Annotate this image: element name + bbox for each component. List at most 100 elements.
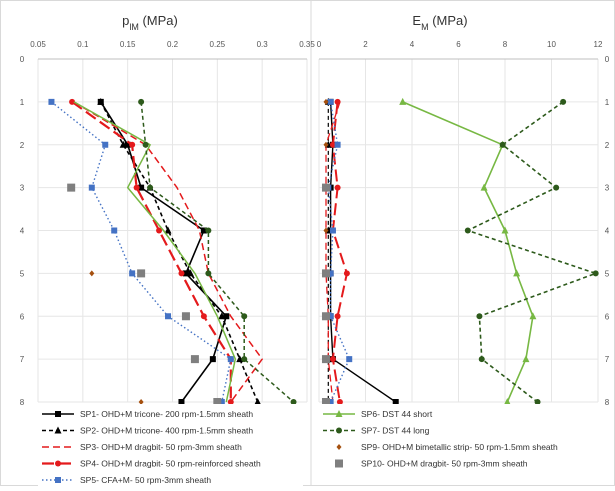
legend-marker: [55, 460, 61, 467]
legend-item: SP7- DST 44 long: [323, 426, 430, 436]
data-point: [254, 398, 262, 405]
data-point: [137, 269, 146, 278]
series-2-6: [329, 98, 350, 405]
series-1-7: [138, 98, 297, 405]
data-point: [181, 312, 190, 321]
y-tick-label: 7: [20, 355, 25, 364]
data-point: [321, 183, 330, 192]
y-tick-label: 3: [605, 184, 610, 193]
data-point: [321, 355, 330, 364]
data-point: [321, 312, 330, 321]
data-point: [111, 227, 118, 234]
data-point: [321, 269, 330, 278]
legend-label: SP3- OHD+M dragbit- 50 rpm-3mm sheath: [80, 442, 242, 452]
data-point: [205, 227, 212, 234]
data-point: [209, 356, 216, 363]
legend-item: SP1- OHD+M tricone- 200 rpm-1.5mm sheath: [42, 409, 253, 419]
y-tick-label: 1: [605, 98, 610, 107]
x-tick-label: 0.15: [120, 40, 136, 49]
series-line: [100, 101, 228, 403]
x-tick-label: 0.3: [257, 40, 269, 49]
series-line: [71, 101, 232, 402]
legend-marker: [336, 427, 342, 434]
data-point: [69, 98, 76, 105]
data-point: [119, 140, 127, 148]
data-point: [178, 399, 185, 405]
data-point: [138, 98, 145, 105]
data-point: [186, 269, 194, 277]
legend-item: SP5- CFA+M- 50 rpm-3mm sheath: [42, 475, 211, 485]
legend-label: SP5- CFA+M- 50 rpm-3mm sheath: [80, 475, 211, 485]
data-point: [334, 313, 341, 320]
y-tick-label: 2: [605, 141, 610, 150]
data-point: [218, 312, 226, 320]
data-point: [327, 98, 334, 105]
legend-right: SP6- DST 44 short SP7- DST 44 long SP9- OH…: [319, 404, 599, 476]
legend-background: [38, 404, 303, 491]
data-point: [480, 183, 488, 191]
data-point: [97, 97, 105, 105]
y-tick-label: 1: [20, 98, 25, 107]
data-point: [89, 270, 95, 277]
data-point: [67, 183, 76, 192]
data-point: [323, 141, 329, 148]
legend-label: SP7- DST 44 long: [361, 426, 430, 436]
y-tick-label: 5: [20, 269, 25, 278]
data-point: [343, 270, 350, 277]
x-tick-label: 10: [547, 40, 556, 49]
y-tick-label: 5: [605, 269, 610, 278]
data-point: [478, 356, 485, 363]
series-2-1: [399, 97, 537, 405]
data-point: [223, 313, 230, 320]
series-1-4: [69, 98, 234, 405]
legend-item: SP4- OHD+M dragbit- 50 rpm-reinforced sh…: [42, 459, 261, 469]
legend-item: SP9- OHD+M bimetallic strip- 50 rpm-1.5m…: [336, 442, 558, 452]
data-point: [138, 184, 145, 191]
legend-item: SP3- OHD+M dragbit- 50 rpm-3mm sheath: [42, 442, 242, 452]
data-point: [327, 399, 334, 405]
data-point: [503, 398, 511, 405]
data-point: [156, 227, 163, 234]
data-point: [178, 270, 185, 277]
data-point: [327, 270, 334, 277]
legend-label: SP10- OHD+M dragbit- 50 rpm-3mm sheath: [361, 459, 528, 469]
data-point: [227, 356, 234, 363]
y-tick-label: 0: [605, 55, 610, 64]
data-point: [190, 355, 199, 364]
data-point: [48, 98, 55, 105]
data-point: [334, 184, 341, 191]
series-1-5: [48, 98, 234, 405]
data-point: [165, 313, 172, 320]
data-point: [501, 226, 509, 234]
data-point: [138, 399, 144, 405]
data-point: [329, 356, 336, 363]
legend-label: SP1- OHD+M tricone- 200 rpm-1.5mm sheath: [80, 409, 253, 419]
legend-label: SP9- OHD+M bimetallic strip- 50 rpm-1.5m…: [361, 442, 558, 452]
data-point: [147, 184, 154, 191]
data-point: [241, 356, 248, 363]
legend-marker: [335, 459, 343, 468]
series-2-9: [321, 183, 330, 406]
data-point: [553, 184, 560, 191]
data-point: [499, 141, 506, 148]
data-point: [236, 355, 244, 363]
data-point: [329, 227, 336, 234]
data-point: [129, 270, 136, 277]
data-point: [336, 399, 343, 405]
series-line: [51, 101, 232, 403]
x-tick-label: 8: [503, 40, 508, 49]
data-point: [124, 141, 131, 148]
legend-label: SP6- DST 44 short: [361, 409, 433, 419]
series-2-2: [464, 98, 599, 405]
series-line: [329, 101, 397, 403]
data-point: [513, 269, 521, 277]
data-point: [321, 398, 330, 406]
data-point: [323, 98, 329, 105]
series-line: [402, 101, 534, 403]
data-point: [522, 355, 530, 363]
data-point: [218, 399, 225, 405]
data-point: [329, 141, 336, 148]
legend-item: SP6- DST 44 short: [323, 409, 433, 419]
data-point: [200, 313, 207, 320]
